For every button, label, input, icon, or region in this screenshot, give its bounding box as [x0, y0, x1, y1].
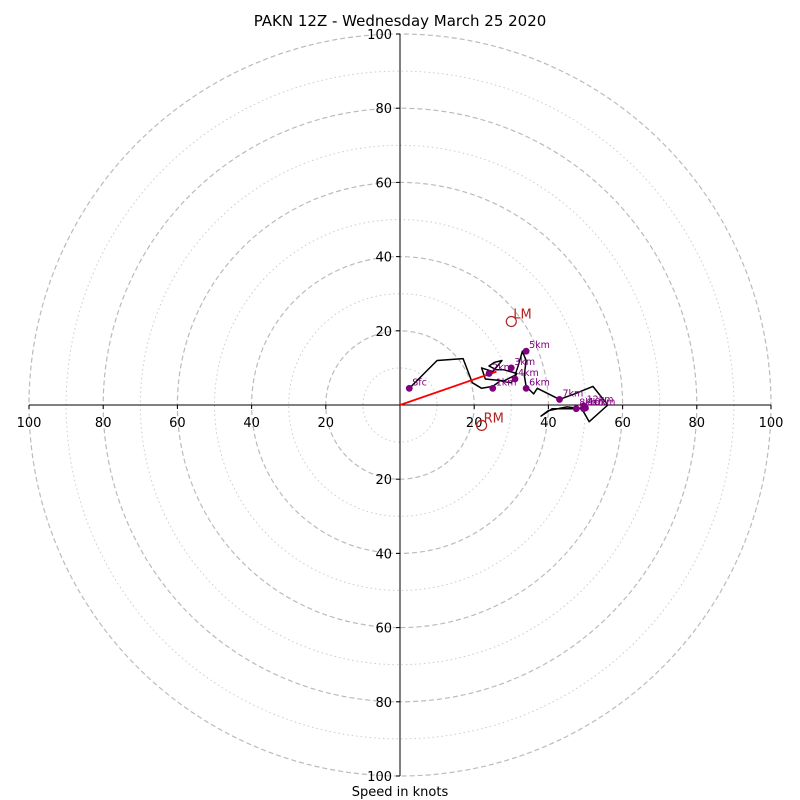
height-marker-point [489, 384, 497, 392]
height-marker-label: 1km [496, 377, 517, 388]
shear-vector [399, 370, 497, 406]
y-tick-label: 40 [375, 547, 392, 562]
x-tick-label: 40 [243, 416, 260, 431]
height-marker-point [405, 384, 413, 392]
x-tick-label: 40 [540, 416, 557, 431]
x-axis-title: Speed in knots [352, 785, 449, 800]
storm-motion-label: LM [513, 308, 531, 323]
height-marker-point [507, 364, 515, 372]
x-tick-label: 20 [466, 416, 483, 431]
x-tick-label: 60 [614, 416, 631, 431]
chart-title: PAKN 12Z - Wednesday March 25 2020 [254, 12, 547, 30]
x-tick-label: 100 [17, 416, 42, 431]
height-marker-label: Sfc [412, 377, 427, 388]
y-tick-label: 40 [375, 251, 392, 266]
y-tick-label: 80 [375, 102, 392, 117]
shear-vector-group [399, 370, 497, 406]
tick-labels: 20 40 60 80 100 100 80 60 40 20 20 40 60 80 100 20 40 60 8… [17, 28, 784, 785]
storm-motion-label: RM [484, 411, 504, 426]
storm-motion-group: LM RM [476, 308, 532, 432]
y-tick-label: 20 [375, 473, 392, 488]
x-tick-label: 80 [95, 416, 112, 431]
y-tick-label: 60 [375, 622, 392, 637]
height-marker-label: 7km [563, 388, 584, 399]
height-marker-label: 2km [492, 362, 513, 373]
hodograph-trace-group [408, 350, 609, 423]
height-marker-point [511, 375, 519, 383]
hodograph-trace [408, 350, 609, 423]
x-tick-label: 60 [169, 416, 186, 431]
x-tick-label: 100 [759, 416, 784, 431]
y-tick-label: 60 [375, 176, 392, 191]
x-tick-label: 80 [689, 416, 706, 431]
height-marker-point [580, 402, 588, 410]
height-marker-point [485, 370, 493, 377]
height-marker-point [572, 405, 580, 413]
y-tick-label: 80 [375, 696, 392, 711]
height-marker-label: 8km [579, 398, 600, 409]
storm-motion-marker [505, 315, 517, 328]
height-marker-label: 9km [587, 398, 608, 409]
y-tick-label: 20 [375, 325, 392, 340]
y-tick-label: 100 [367, 28, 392, 43]
height-marker-label: 5km [529, 340, 550, 351]
height-marker-point [522, 347, 530, 355]
height-marker-label: 4km [518, 368, 539, 379]
x-tick-label: 20 [318, 416, 335, 431]
storm-motion-marker [476, 419, 488, 432]
height-marker-label: 10km [589, 397, 616, 408]
height-marker-point [522, 384, 530, 392]
height-marker-label: 3km [514, 357, 535, 368]
height-marker-label: 12km [587, 395, 614, 406]
height-marker-label: 6km [529, 377, 550, 388]
y-tick-label: 100 [367, 770, 392, 785]
height-marker-point [556, 396, 563, 403]
